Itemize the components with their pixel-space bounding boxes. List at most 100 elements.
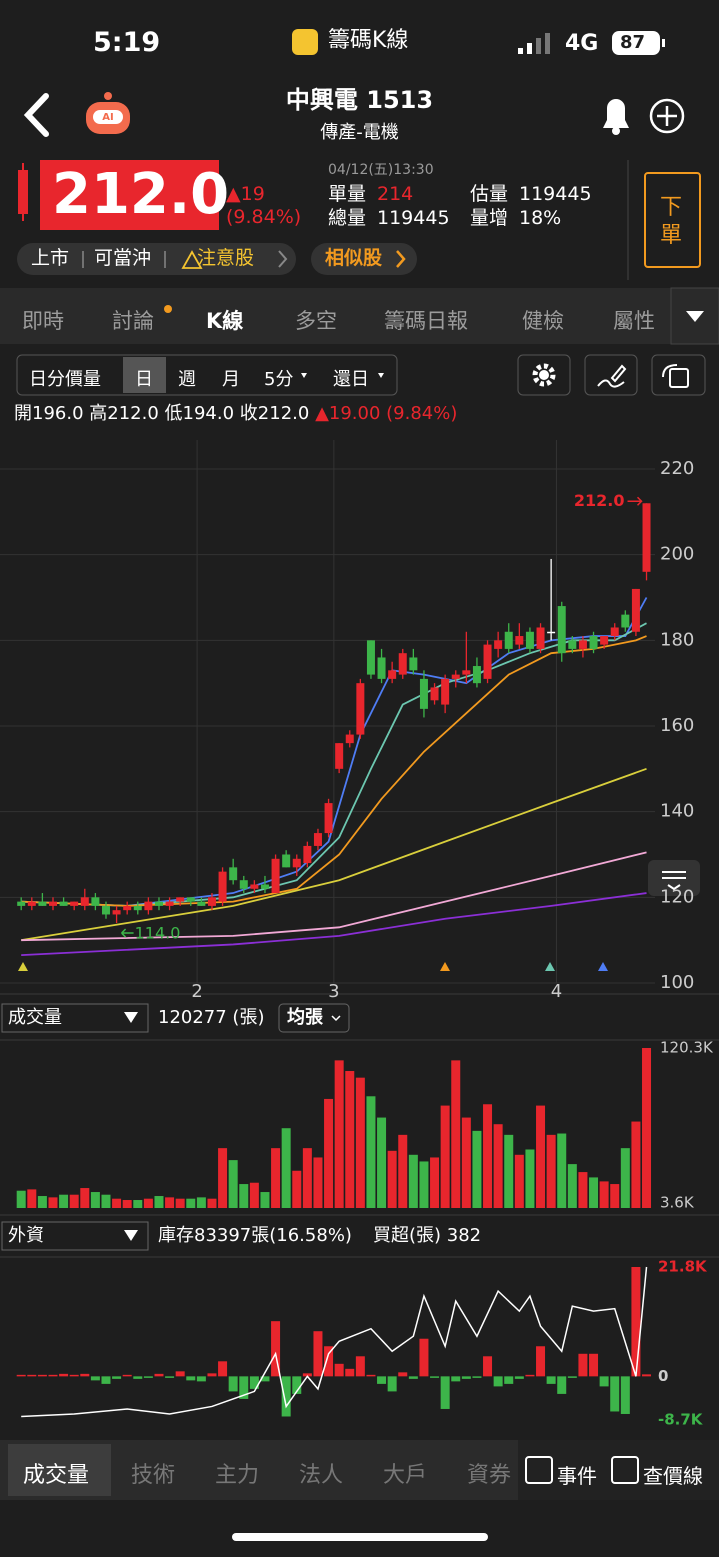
event-marker[interactable] <box>598 962 608 971</box>
y-tick-label: 140 <box>660 801 694 822</box>
bottom-tab[interactable]: 成交量 <box>23 1463 90 1488</box>
add-icon[interactable] <box>649 98 685 134</box>
candle-body <box>398 653 407 675</box>
volume-bar <box>302 1148 312 1208</box>
ohlc-label: 高 <box>89 403 108 424</box>
field-label: 總量 <box>328 207 367 229</box>
order-button[interactable] <box>644 172 701 268</box>
checkbox[interactable] <box>611 1456 639 1484</box>
similar[interactable]: 相似股 <box>325 247 383 269</box>
volume-bar <box>16 1190 26 1208</box>
bottom-tab[interactable]: 技術 <box>131 1463 176 1488</box>
bottom-tab[interactable]: 資券 <box>467 1463 512 1488</box>
dropdown-icon <box>331 1015 341 1022</box>
tab[interactable]: 討論 <box>112 309 154 333</box>
stock-sector: 傳產-電機 <box>320 122 399 143</box>
y-tick-label: 220 <box>660 458 694 479</box>
battery-icon <box>662 39 665 47</box>
candle-body <box>483 644 492 679</box>
foreign-bar <box>37 1374 47 1377</box>
field-value: 214 <box>377 183 414 205</box>
event-marker[interactable] <box>545 962 555 971</box>
foreign-bar <box>514 1376 524 1379</box>
toolbar-item[interactable]: 日分價量 <box>29 369 101 390</box>
candle-body <box>250 884 259 889</box>
warning-icon <box>181 250 203 269</box>
foreign-bar <box>546 1376 556 1384</box>
foreign-bar <box>16 1374 26 1377</box>
tab-active[interactable]: K線 <box>206 309 244 333</box>
bottom-tab[interactable]: 法人 <box>299 1463 344 1488</box>
settings-button[interactable] <box>517 354 571 396</box>
toolbar-item[interactable]: 5分 <box>264 369 294 390</box>
candle-body <box>101 905 110 915</box>
foreign-bar <box>90 1376 100 1381</box>
foreign-bar <box>133 1376 143 1379</box>
tab[interactable]: 即時 <box>22 309 64 333</box>
event-marker[interactable] <box>440 962 450 971</box>
candle-body <box>557 606 566 654</box>
volume-selector[interactable] <box>1 1003 149 1033</box>
tag-pill[interactable] <box>17 243 296 275</box>
foreign-bar <box>218 1361 228 1377</box>
ma-line <box>21 892 647 957</box>
tab[interactable]: 屬性 <box>613 309 655 333</box>
volume-bar <box>165 1197 175 1208</box>
toolbar-item[interactable]: 日 <box>135 369 153 390</box>
foreign-bar <box>249 1376 259 1389</box>
volume-bar <box>546 1134 556 1208</box>
bottom-tab[interactable]: 大戶 <box>383 1463 428 1488</box>
check-label[interactable]: 事件 <box>557 1464 597 1488</box>
tab[interactable]: 籌碼日報 <box>384 309 468 333</box>
tab[interactable]: 多空 <box>295 309 337 333</box>
candle-body <box>451 674 460 679</box>
bell-icon <box>612 127 620 135</box>
check-label[interactable]: 查價線 <box>643 1464 703 1488</box>
separator <box>82 251 166 268</box>
foreign-bar <box>292 1376 302 1394</box>
candle-body <box>589 636 598 649</box>
candle-body <box>282 854 291 868</box>
candle-body <box>631 588 640 632</box>
candle-body <box>419 678 428 709</box>
volume-bar <box>175 1198 185 1208</box>
bell-icon[interactable] <box>603 99 629 128</box>
foreign-selector[interactable] <box>1 1221 149 1251</box>
rotate-icon <box>662 364 678 378</box>
foreign-bar <box>143 1376 153 1378</box>
checkbox[interactable] <box>525 1456 553 1484</box>
event-marker[interactable] <box>18 962 28 971</box>
field-label: 量增 <box>470 207 509 229</box>
field-label: 單量 <box>328 183 367 205</box>
foreign-bar <box>631 1267 641 1377</box>
draw-button[interactable] <box>584 354 638 396</box>
similar-pill[interactable] <box>311 243 417 275</box>
candle-body <box>366 640 375 675</box>
order-label[interactable]: 下單 <box>660 195 683 248</box>
toolbar-item[interactable]: 月 <box>222 369 240 390</box>
foreign-bar <box>112 1376 122 1379</box>
ai-icon[interactable]: AI <box>86 92 130 134</box>
candle-body <box>356 683 365 735</box>
candle-body <box>271 858 280 894</box>
toolbar-item[interactable]: 還日 <box>333 369 369 390</box>
tab[interactable]: 健檢 <box>522 309 564 333</box>
volume-bar <box>27 1189 37 1208</box>
volume-bar <box>37 1196 47 1208</box>
back-icon[interactable] <box>23 93 49 137</box>
toolbar-active <box>123 357 166 393</box>
volume-bar <box>461 1117 471 1208</box>
field-value: 18% <box>519 207 562 229</box>
avg-button[interactable] <box>278 1003 350 1033</box>
min-arrow <box>121 928 134 938</box>
foreign-bar <box>536 1346 546 1377</box>
rotate-button[interactable] <box>651 354 706 396</box>
toolbar-item[interactable]: 週 <box>178 369 196 390</box>
bottom-tab[interactable]: 主力 <box>215 1463 260 1488</box>
candle-body <box>335 743 344 769</box>
scale-handle-icon <box>662 871 686 891</box>
status-battery: 87 <box>620 32 646 53</box>
candle-body <box>303 845 312 864</box>
